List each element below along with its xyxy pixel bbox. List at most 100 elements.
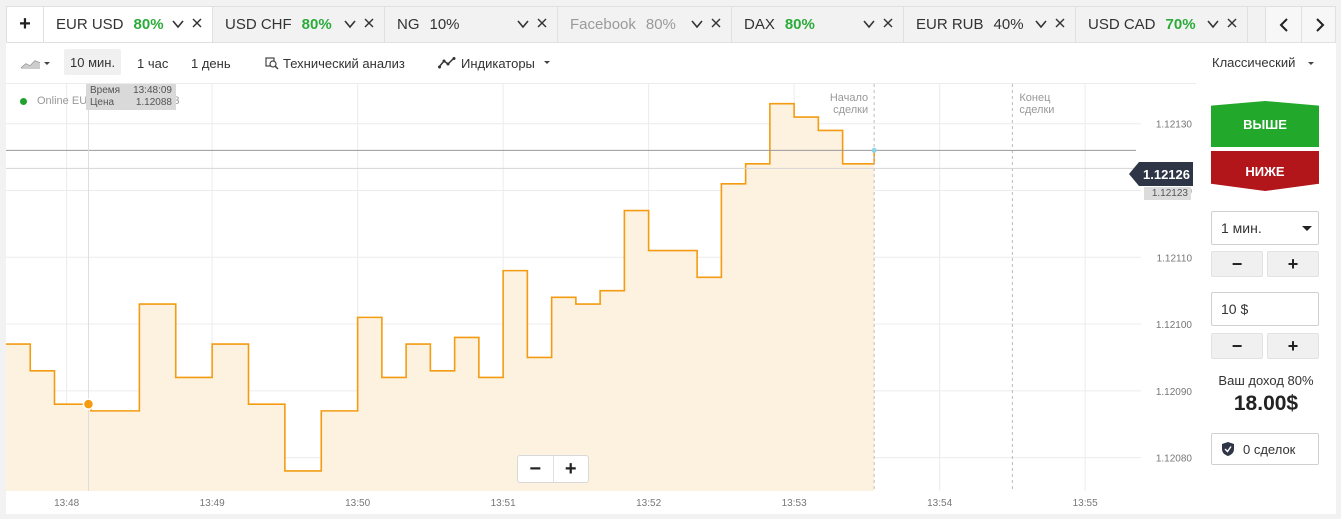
duration-decrease-button[interactable]: − [1211, 251, 1263, 277]
tab-scroll-right-button[interactable] [1301, 7, 1335, 42]
magnifier-chart-icon [265, 57, 279, 70]
tab-dax[interactable]: DAX 80% [732, 7, 904, 42]
amount-input[interactable]: 10 $ [1211, 292, 1319, 326]
tab-name: EUR RUB [916, 16, 984, 33]
indicators-label: Индикаторы [461, 55, 535, 71]
duration-value: 1 мин. [1221, 220, 1262, 236]
tab-name: USD CAD [1088, 16, 1156, 33]
tooltip-price-value: 1.12088 [135, 97, 172, 108]
tab-eur-rub[interactable]: EUR RUB 40% [904, 7, 1076, 42]
technical-analysis-label: Технический анализ [283, 55, 405, 71]
chart-type-dropdown[interactable] [20, 43, 50, 83]
zoom-controls: − + [517, 455, 589, 483]
timeframe-1day[interactable]: 1 день [191, 55, 231, 71]
chart-toolbar: 10 мин. 1 час 1 день Технический анализ … [6, 43, 1196, 84]
amount-decrease-button[interactable]: − [1211, 333, 1263, 359]
amount-increase-button[interactable]: + [1267, 333, 1319, 359]
tab-name: DAX [744, 16, 775, 33]
shield-icon [1222, 442, 1234, 456]
deal-end-label: сделки [1019, 104, 1054, 116]
current-price-badge: 1.12126 [1129, 162, 1193, 186]
deal-end-label: Конец [1019, 92, 1051, 104]
current-price-sub: 1.12123 [1144, 187, 1191, 200]
income-value: 18.00$ [1233, 392, 1299, 415]
caret-down-icon [1308, 62, 1314, 65]
close-icon[interactable] [1054, 17, 1066, 29]
deal-start-label: Начало [830, 92, 868, 104]
deal-start-label: сделки [833, 104, 868, 116]
x-tick-label: 13:52 [636, 498, 661, 509]
x-tick-label: 13:49 [200, 498, 225, 509]
timeframe-1hour[interactable]: 1 час [137, 55, 169, 71]
zoom-in-button[interactable]: + [564, 457, 577, 480]
duration-increase-button[interactable]: + [1267, 251, 1319, 277]
price-chart[interactable]: 13:48 13:49 13:50 13:51 13:52 13:53 13:54 13:55… [6, 84, 1196, 514]
tabs-container: EUR USD 80% USD CHF 80% NG 10% Facebook 80% DAX 8… [44, 7, 1288, 42]
add-tab-button[interactable]: + [7, 7, 44, 42]
tab-usd-cad[interactable]: USD CAD 70% [1076, 7, 1248, 42]
tab-eur-usd[interactable]: EUR USD 80% [44, 7, 213, 42]
close-icon[interactable] [1226, 17, 1238, 29]
indicators-dropdown[interactable]: Индикаторы [438, 43, 553, 83]
y-tick-label: 1.12080 [1156, 454, 1193, 465]
asset-tab-bar: + EUR USD 80% USD CHF 80% NG 10% Facebook 80% DA… [6, 6, 1336, 43]
price-line [6, 102, 875, 472]
y-tick-label: 1.12100 [1156, 320, 1193, 331]
x-tick-label: 13:51 [491, 498, 516, 509]
open-deals-label: 0 сделок [1243, 441, 1296, 457]
indicators-icon [438, 57, 456, 69]
tab-payout: 80% [645, 16, 676, 33]
duration-select[interactable]: 1 мин. [1211, 211, 1319, 245]
view-mode-dropdown[interactable]: Классический [1212, 55, 1317, 70]
tab-name: Facebook [570, 16, 636, 33]
y-tick-label: 1.12110 [1157, 253, 1193, 264]
tab-scroll-left-button[interactable] [1265, 7, 1301, 42]
chevron-down-icon[interactable] [690, 17, 704, 31]
open-deals-button[interactable]: 0 сделок [1211, 433, 1319, 465]
tab-name: USD CHF [225, 16, 292, 33]
tab-name: NG [397, 16, 420, 33]
tab-ng[interactable]: NG 10% [385, 7, 558, 42]
caret-down-icon [1302, 226, 1312, 231]
tab-payout: 10% [429, 16, 460, 33]
tab-name: EUR USD [56, 16, 124, 33]
income-label: Ваш доход 80% [1218, 373, 1314, 388]
chevron-down-icon[interactable] [343, 17, 357, 31]
tab-payout: 80% [784, 16, 815, 33]
tab-payout: 70% [1165, 16, 1196, 33]
tab-usd-chf[interactable]: USD CHF 80% [213, 7, 385, 42]
close-icon[interactable] [191, 17, 203, 29]
area-chart-icon [20, 60, 50, 69]
view-mode-label: Классический [1212, 55, 1296, 70]
x-tick-label: 13:53 [782, 498, 807, 509]
tooltip-price-label: Цена [90, 97, 115, 108]
x-tick-label: 13:55 [1073, 498, 1098, 509]
tab-payout: 80% [133, 16, 164, 33]
crosshair-marker [82, 398, 95, 410]
timeframe-10min[interactable]: 10 мин. [64, 49, 122, 75]
zoom-out-button[interactable]: − [518, 456, 554, 482]
caret-down-icon [543, 61, 550, 64]
close-icon[interactable] [710, 17, 722, 29]
chevron-down-icon[interactable] [516, 17, 530, 31]
x-tick-label: 13:50 [345, 498, 370, 509]
x-tick-label: 13:48 [54, 498, 79, 509]
online-status-dot [20, 98, 27, 105]
close-icon[interactable] [363, 17, 375, 29]
higher-button[interactable]: ВЫШЕ [1211, 101, 1319, 147]
chevron-down-icon[interactable] [171, 17, 185, 31]
chevron-down-icon[interactable] [1034, 17, 1048, 31]
price-area [6, 103, 875, 491]
y-tick-label: 1.12090 [1156, 387, 1193, 398]
trade-panel: Классический ВЫШЕ НИЖЕ 1 мин. − + 10 $ −… [1196, 43, 1336, 514]
chevron-down-icon[interactable] [1206, 17, 1220, 31]
close-icon[interactable] [536, 17, 548, 29]
close-icon[interactable] [882, 17, 894, 29]
technical-analysis-button[interactable]: Технический анализ [265, 43, 405, 83]
lower-button[interactable]: НИЖЕ [1211, 151, 1319, 191]
chevron-down-icon[interactable] [862, 17, 876, 31]
crosshair-tooltip: Время 13:48:09 Цена 1.12088 [86, 84, 176, 110]
chevron-right-icon [1315, 17, 1324, 32]
tab-facebook[interactable]: Facebook 80% [558, 7, 732, 42]
